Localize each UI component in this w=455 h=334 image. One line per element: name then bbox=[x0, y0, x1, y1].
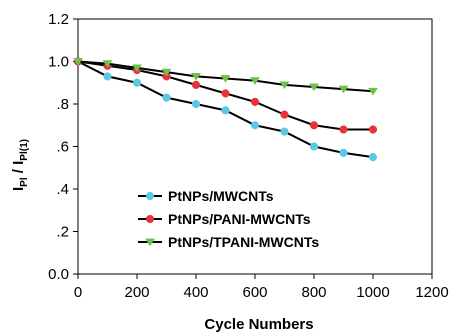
data-point bbox=[102, 60, 113, 68]
data-point bbox=[191, 80, 201, 89]
data-point bbox=[279, 81, 290, 90]
y-tick-label: 1.2 bbox=[48, 11, 69, 28]
x-tick-label: 200 bbox=[124, 284, 149, 301]
data-point bbox=[280, 110, 289, 119]
data-point bbox=[309, 142, 319, 151]
data-point bbox=[73, 58, 83, 66]
data-point bbox=[221, 106, 230, 115]
legend-marker bbox=[145, 238, 155, 247]
data-point bbox=[309, 83, 319, 92]
x-tick-label: 1200 bbox=[415, 284, 448, 301]
data-point bbox=[250, 97, 260, 106]
legend-item: PtNPs/TPANI-MWCNTs bbox=[138, 234, 319, 250]
data-point bbox=[339, 148, 348, 157]
data-point bbox=[250, 121, 260, 130]
data-point bbox=[368, 87, 378, 96]
x-axis-label: Cycle Numbers bbox=[204, 316, 313, 333]
data-point bbox=[220, 75, 231, 83]
y-tick-label: .4 bbox=[56, 181, 69, 198]
series-layer bbox=[73, 57, 378, 162]
data-point bbox=[162, 93, 171, 102]
data-point bbox=[191, 72, 201, 81]
data-point bbox=[132, 78, 142, 87]
data-point bbox=[161, 68, 172, 77]
data-point bbox=[368, 125, 378, 134]
legend-item: PtNPs/MWCNTs bbox=[138, 188, 274, 204]
y-axis-label-sep: / I bbox=[10, 161, 27, 178]
data-point bbox=[368, 153, 378, 162]
x-tick-label: 0 bbox=[74, 284, 82, 301]
legend-item: PtNPs/PANI-MWCNTs bbox=[138, 211, 311, 227]
data-point bbox=[338, 85, 349, 94]
series-1 bbox=[73, 57, 378, 162]
axes: 0 200 400 600 800 1000 1200 0.0 .2 .4 .6 .8 1.0 1.2 bbox=[48, 11, 449, 301]
legend-marker bbox=[145, 214, 155, 224]
x-tick-label: 400 bbox=[183, 284, 208, 301]
legend-label: PtNPs/MWCNTs bbox=[168, 188, 274, 204]
data-point bbox=[250, 77, 260, 85]
x-tick-label: 1000 bbox=[356, 284, 389, 301]
legend: PtNPs/MWCNTs PtNPs/PANI-MWCNTs PtNPs/TPANI… bbox=[138, 188, 319, 250]
series-3 bbox=[73, 58, 378, 96]
y-tick-label: .2 bbox=[56, 224, 69, 241]
legend-marker bbox=[145, 191, 155, 201]
y-axis-label-sub-den: Pl(1) bbox=[19, 139, 30, 161]
data-point bbox=[191, 99, 201, 109]
y-axis-label-main: I bbox=[10, 187, 27, 191]
data-point bbox=[132, 64, 142, 73]
y-tick-label: 1.0 bbox=[48, 54, 69, 71]
legend-label: PtNPs/PANI-MWCNTs bbox=[168, 211, 311, 227]
data-point bbox=[103, 72, 112, 81]
y-axis-label: IPl / IPl(1) bbox=[10, 139, 30, 191]
data-point bbox=[309, 121, 319, 130]
data-point bbox=[221, 89, 230, 98]
legend-label: PtNPs/TPANI-MWCNTs bbox=[168, 234, 319, 250]
y-tick-label: 0.0 bbox=[48, 266, 69, 283]
y-tick-label: .6 bbox=[56, 139, 69, 156]
data-point bbox=[339, 125, 348, 134]
series-2 bbox=[73, 57, 378, 134]
data-point bbox=[280, 127, 289, 136]
y-axis-label-sub-num: Pl bbox=[19, 177, 30, 187]
x-tick-label: 800 bbox=[301, 284, 326, 301]
y-tick-label: .8 bbox=[56, 96, 69, 113]
x-tick-label: 600 bbox=[242, 284, 267, 301]
